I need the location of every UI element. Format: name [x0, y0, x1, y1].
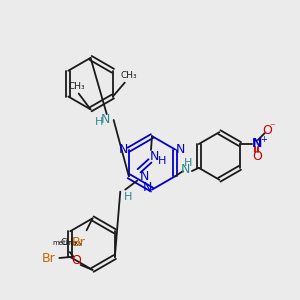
Text: H: H [158, 156, 166, 166]
Text: methoxy: methoxy [52, 240, 83, 246]
Text: O: O [262, 124, 272, 137]
Text: N: N [142, 181, 152, 194]
Text: H: H [124, 192, 132, 202]
Text: H: H [184, 158, 192, 168]
Text: CH₃: CH₃ [120, 71, 137, 80]
Text: Br: Br [72, 236, 86, 249]
Text: +: + [260, 135, 267, 144]
Text: Br: Br [42, 253, 55, 266]
Text: N: N [140, 170, 149, 183]
Text: N: N [149, 150, 159, 164]
Text: N: N [176, 143, 185, 156]
Text: N: N [180, 163, 190, 176]
Text: CH₃: CH₃ [60, 238, 77, 247]
Text: N: N [101, 112, 110, 125]
Text: ⁻: ⁻ [270, 122, 276, 132]
Text: O: O [252, 150, 262, 164]
Text: N: N [119, 143, 128, 156]
Text: H: H [94, 117, 103, 127]
Text: N: N [252, 136, 262, 150]
Text: CH₃: CH₃ [68, 82, 85, 91]
Text: O: O [71, 254, 81, 268]
